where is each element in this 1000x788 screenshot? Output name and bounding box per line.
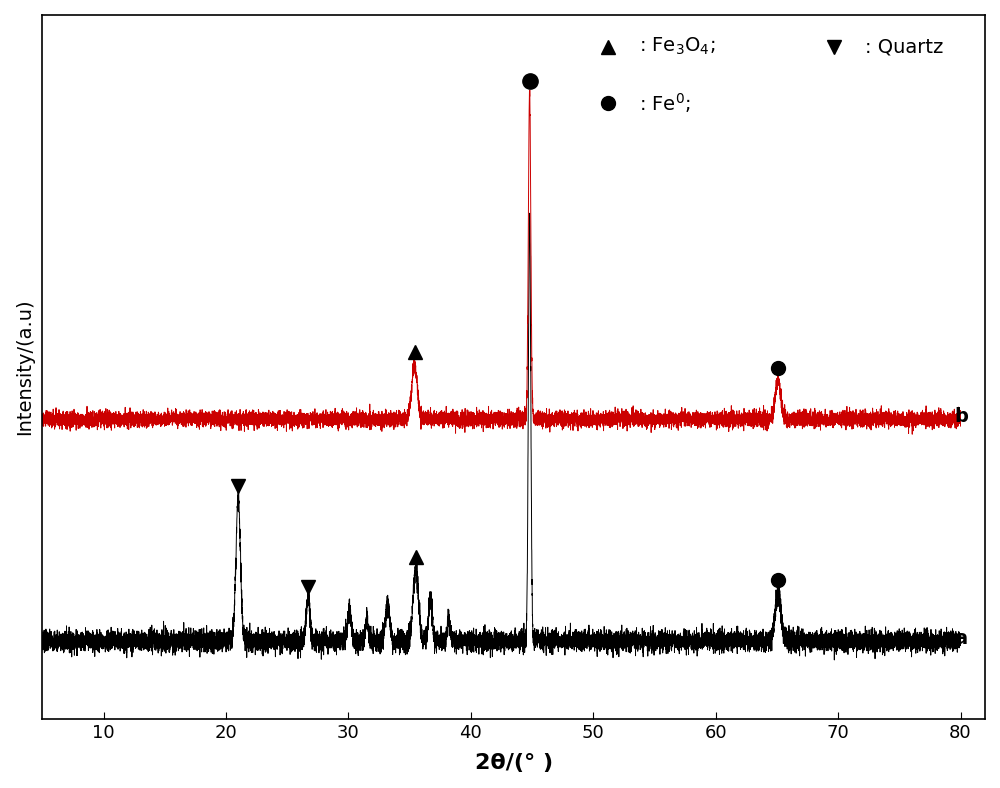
Y-axis label: Intensity/(a.u): Intensity/(a.u) <box>15 299 34 435</box>
Text: a: a <box>954 629 968 648</box>
Text: : Quartz: : Quartz <box>865 37 944 56</box>
Text: : Fe$_3$O$_4$;: : Fe$_3$O$_4$; <box>639 36 715 58</box>
Text: b: b <box>954 407 968 426</box>
X-axis label: 2θ/(° ): 2θ/(° ) <box>475 753 553 773</box>
Text: : Fe$^0$;: : Fe$^0$; <box>639 91 691 115</box>
